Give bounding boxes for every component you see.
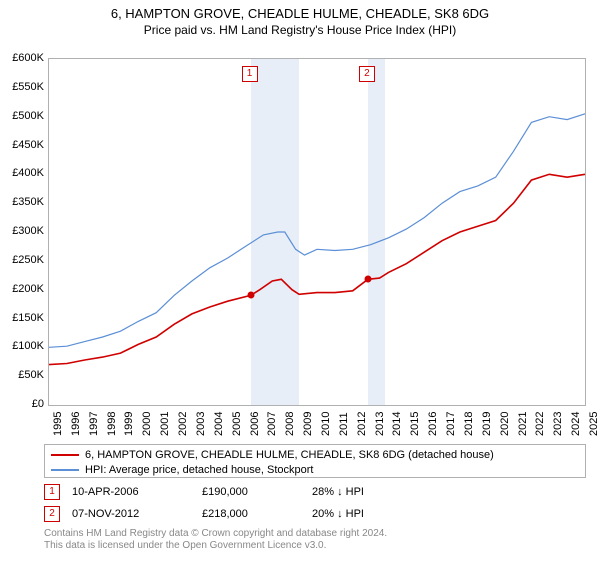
x-tick-label: 2025 xyxy=(588,412,600,436)
sale-delta-2: 20% ↓ HPI xyxy=(312,508,364,520)
y-tick-label: £50K xyxy=(0,369,44,381)
y-tick-label: £0 xyxy=(0,398,44,410)
legend-label-2: HPI: Average price, detached house, Stoc… xyxy=(85,464,314,476)
footer-line-2: This data is licensed under the Open Gov… xyxy=(44,540,387,552)
sale-marker-2: 2 xyxy=(44,506,60,522)
x-tick-label: 2006 xyxy=(249,412,261,436)
x-tick-label: 2007 xyxy=(266,412,278,436)
y-tick-label: £200K xyxy=(0,283,44,295)
x-tick-label: 2001 xyxy=(159,412,171,436)
x-tick-label: 2018 xyxy=(463,412,475,436)
x-tick-label: 1996 xyxy=(70,412,82,436)
x-tick-label: 2015 xyxy=(409,412,421,436)
page-subtitle: Price paid vs. HM Land Registry's House … xyxy=(0,23,600,37)
legend-label-1: 6, HAMPTON GROVE, CHEADLE HULME, CHEADLE… xyxy=(85,449,494,461)
y-tick-label: £500K xyxy=(0,110,44,122)
x-tick-label: 2016 xyxy=(427,412,439,436)
y-tick-label: £150K xyxy=(0,312,44,324)
x-tick-label: 1995 xyxy=(52,412,64,436)
series-line xyxy=(49,114,585,347)
x-tick-label: 2013 xyxy=(374,412,386,436)
y-tick-label: £450K xyxy=(0,139,44,151)
y-tick-label: £300K xyxy=(0,225,44,237)
y-tick-label: £400K xyxy=(0,167,44,179)
x-tick-label: 2022 xyxy=(534,412,546,436)
x-tick-label: 2012 xyxy=(356,412,368,436)
x-tick-label: 2021 xyxy=(517,412,529,436)
x-tick-label: 2010 xyxy=(320,412,332,436)
y-tick-label: £350K xyxy=(0,196,44,208)
page-title: 6, HAMPTON GROVE, CHEADLE HULME, CHEADLE… xyxy=(0,6,600,21)
x-tick-label: 2019 xyxy=(481,412,493,436)
x-tick-label: 2023 xyxy=(552,412,564,436)
sale-point-dot xyxy=(247,292,254,299)
y-tick-label: £100K xyxy=(0,340,44,352)
x-tick-label: 1997 xyxy=(88,412,100,436)
sale-row-2: 2 07-NOV-2012 £218,000 20% ↓ HPI xyxy=(44,506,364,522)
sale-row-1: 1 10-APR-2006 £190,000 28% ↓ HPI xyxy=(44,484,364,500)
x-tick-label: 1998 xyxy=(106,412,118,436)
x-tick-label: 2024 xyxy=(570,412,582,436)
x-tick-label: 2011 xyxy=(338,412,350,436)
sale-marker-1: 1 xyxy=(44,484,60,500)
legend-row-2: HPI: Average price, detached house, Stoc… xyxy=(51,462,579,477)
legend-swatch-2 xyxy=(51,469,79,471)
sale-delta-1: 28% ↓ HPI xyxy=(312,486,364,498)
x-tick-label: 2004 xyxy=(213,412,225,436)
x-tick-label: 2017 xyxy=(445,412,457,436)
x-tick-label: 2000 xyxy=(141,412,153,436)
x-tick-label: 2005 xyxy=(231,412,243,436)
chart-lines xyxy=(49,59,585,405)
sale-price-1: £190,000 xyxy=(202,486,312,498)
footer: Contains HM Land Registry data © Crown c… xyxy=(44,528,387,552)
series-line xyxy=(49,174,585,364)
y-tick-label: £550K xyxy=(0,81,44,93)
y-tick-label: £600K xyxy=(0,52,44,64)
chart xyxy=(48,58,586,406)
sale-point-dot xyxy=(364,276,371,283)
x-tick-label: 2020 xyxy=(499,412,511,436)
x-tick-label: 2008 xyxy=(284,412,296,436)
legend-row-1: 6, HAMPTON GROVE, CHEADLE HULME, CHEADLE… xyxy=(51,447,579,462)
chart-marker: 1 xyxy=(242,66,258,82)
x-tick-label: 2002 xyxy=(177,412,189,436)
chart-marker: 2 xyxy=(359,66,375,82)
sale-date-2: 07-NOV-2012 xyxy=(72,508,202,520)
x-tick-label: 2014 xyxy=(391,412,403,436)
footer-line-1: Contains HM Land Registry data © Crown c… xyxy=(44,528,387,540)
legend-swatch-1 xyxy=(51,454,79,456)
sale-price-2: £218,000 xyxy=(202,508,312,520)
sale-date-1: 10-APR-2006 xyxy=(72,486,202,498)
x-tick-label: 2003 xyxy=(195,412,207,436)
x-tick-label: 2009 xyxy=(302,412,314,436)
x-tick-label: 1999 xyxy=(123,412,135,436)
y-tick-label: £250K xyxy=(0,254,44,266)
legend: 6, HAMPTON GROVE, CHEADLE HULME, CHEADLE… xyxy=(44,444,586,478)
